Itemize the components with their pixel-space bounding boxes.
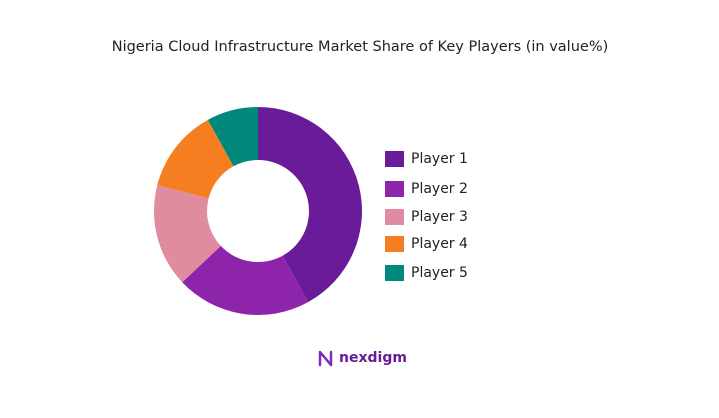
- donut-slice: [153, 185, 221, 283]
- legend-swatch: [385, 209, 404, 225]
- legend-swatch: [385, 151, 404, 167]
- legend-swatch: [385, 265, 404, 281]
- brand-name: nexdigm: [339, 350, 407, 366]
- legend-label: Player 3: [411, 209, 468, 225]
- donut-slice: [258, 107, 363, 303]
- brand-logo: nexdigm: [318, 350, 407, 367]
- chart-title: Nigeria Cloud Infrastructure Market Shar…: [112, 39, 609, 55]
- legend-swatch: [385, 181, 404, 197]
- donut-slice: [207, 107, 258, 167]
- donut-slice: [157, 119, 234, 199]
- donut-slice: [182, 245, 309, 316]
- legend-label: Player 2: [411, 181, 468, 197]
- legend-label: Player 1: [411, 151, 468, 167]
- logo-icon: [318, 350, 333, 367]
- legend-label: Player 5: [411, 265, 468, 281]
- legend-label: Player 4: [411, 236, 468, 252]
- legend-swatch: [385, 236, 404, 252]
